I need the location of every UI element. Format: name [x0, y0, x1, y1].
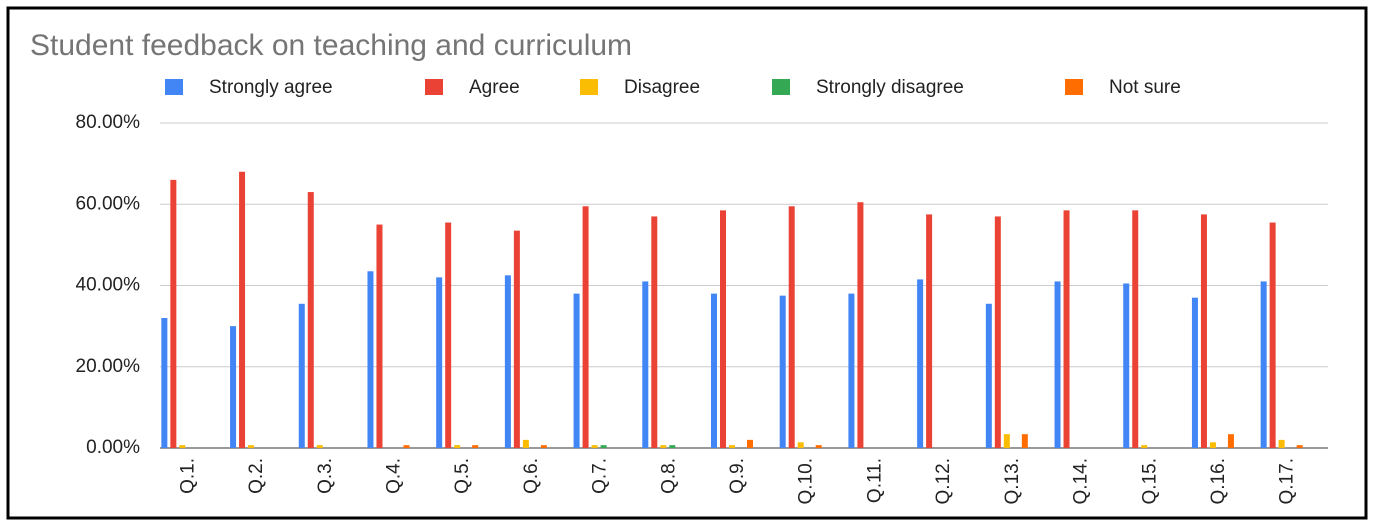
bar [788, 206, 795, 448]
bar [729, 445, 735, 448]
bar [248, 445, 255, 448]
bar [747, 439, 753, 448]
bar [504, 275, 511, 448]
bar [848, 293, 855, 448]
bar [926, 214, 933, 448]
bar [591, 445, 598, 448]
bar [642, 281, 649, 448]
bar [403, 445, 410, 448]
bar [179, 445, 186, 448]
bar [307, 192, 314, 448]
x-tick-label: Q.2. [246, 458, 267, 494]
bar [367, 271, 374, 448]
legend-swatch [165, 79, 183, 95]
bar [857, 202, 864, 448]
bar [1021, 434, 1028, 448]
bar [1063, 210, 1070, 448]
bar [779, 295, 786, 448]
bar [436, 277, 443, 448]
bar [298, 303, 305, 448]
y-tick-label: 40.00% [76, 275, 141, 296]
bar [660, 445, 667, 448]
bar [513, 230, 520, 448]
bar [582, 206, 589, 448]
y-tick-label: 60.00% [76, 193, 141, 214]
bar [720, 210, 726, 448]
x-tick-label: Q.1. [177, 458, 198, 494]
legend-swatch [772, 79, 790, 95]
bar [1269, 222, 1276, 448]
bar [1260, 281, 1267, 448]
x-tick-label: Q.16. [1208, 458, 1229, 504]
x-tick-label: Q.11. [864, 458, 885, 503]
bar [797, 442, 804, 448]
legend-label: Not sure [1109, 77, 1181, 98]
bar [573, 293, 580, 448]
x-tick-label: Q.9. [727, 458, 748, 494]
bar [445, 222, 452, 448]
bar [815, 445, 822, 448]
x-tick-label: Q.15. [1139, 458, 1160, 504]
bar [1141, 445, 1148, 448]
bar [454, 445, 461, 448]
bar [600, 445, 607, 448]
bar [1296, 445, 1303, 448]
bar [985, 303, 992, 448]
y-tick-label: 0.00% [86, 437, 140, 458]
bar [1191, 297, 1198, 448]
bar [472, 445, 479, 448]
x-tick-label: Q.14. [1071, 458, 1092, 504]
legend-label: Agree [469, 77, 520, 98]
bar [376, 224, 383, 448]
bar [711, 293, 717, 448]
bar [669, 445, 676, 448]
bar [1003, 434, 1010, 448]
bar [651, 216, 658, 448]
bar [316, 445, 323, 448]
x-tick-label: Q.13. [1002, 458, 1023, 504]
x-tick-label: Q.6. [521, 458, 542, 494]
x-tick-label: Q.5. [452, 458, 473, 494]
x-tick-label: Q.8. [658, 458, 679, 494]
x-tick-label: Q.10. [796, 458, 817, 504]
x-tick-label: Q.7. [590, 458, 611, 494]
bar [239, 171, 246, 448]
legend-label: Strongly disagree [816, 77, 964, 98]
legend-label: Strongly agree [209, 77, 333, 98]
x-tick-label: Q.17. [1277, 458, 1298, 504]
x-tick-label: Q.3. [315, 458, 336, 494]
bar [540, 445, 547, 448]
x-tick-label: Q.4. [383, 458, 404, 494]
bar [170, 179, 177, 448]
y-tick-label: 80.00% [76, 112, 141, 133]
bar [917, 279, 924, 448]
legend-swatch [580, 79, 598, 95]
legend-swatch [1065, 79, 1083, 95]
bar [522, 439, 529, 448]
bar [1278, 439, 1285, 448]
bar [1132, 210, 1139, 448]
bar [994, 216, 1001, 448]
x-tick-label: Q.12. [933, 458, 954, 504]
legend-label: Disagree [624, 77, 700, 98]
bar [230, 326, 237, 448]
bar [1123, 283, 1130, 448]
bar [1054, 281, 1061, 448]
bar [1209, 442, 1216, 448]
y-tick-label: 20.00% [76, 356, 141, 377]
legend-swatch [425, 79, 443, 95]
bar [161, 318, 168, 448]
chart-title: Student feedback on teaching and curricu… [30, 29, 632, 62]
bar [1200, 214, 1207, 448]
bar [1227, 434, 1234, 448]
